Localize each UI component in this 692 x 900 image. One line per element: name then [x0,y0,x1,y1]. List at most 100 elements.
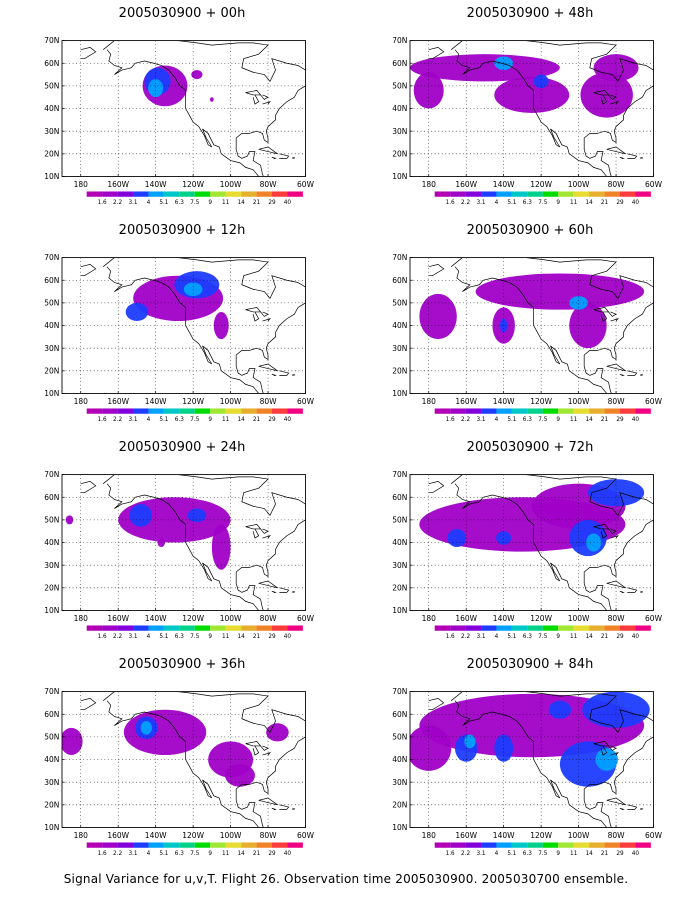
colorbar-swatch [542,191,559,197]
colorbar: 1.6 2.2 3.1 4 5.1 6.3 7.5 9 11 14 21 29 40 [434,625,651,640]
colorbar-swatch [117,191,134,197]
colorbar-swatch [635,625,651,631]
lat-tick-label: 40N [44,755,59,764]
colorbar-swatch [450,408,466,414]
colorbar-label: 5.1 [159,417,168,423]
variance-contour [191,70,203,80]
map-frame [409,40,654,177]
colorbar-swatch [133,842,149,848]
variance-contour [410,725,452,771]
colorbar-swatch [496,408,512,414]
colorbar-swatch [272,842,288,848]
coastline [80,40,306,177]
colorbar-swatch [102,625,118,631]
map-figure: 70N 60N 50N 40N 30N 20N 10N 180 160W 140W 120W 100W… [44,253,314,423]
colorbar-label: 6.3 [175,851,184,857]
colorbar-label: 7.5 [190,417,199,423]
variance-field [419,479,645,557]
lat-tick-label: 10N [392,172,407,181]
colorbar-label: 11 [222,851,230,857]
lon-tick-label: 100W [220,180,242,189]
colorbar-label: 2.2 [461,417,470,423]
variance-contour [224,764,255,787]
colorbar-swatch [194,191,211,197]
lon-tick-label: 100W [220,614,242,623]
lat-tick-label: 20N [392,800,407,809]
colorbar-swatch [604,625,620,631]
colorbar-swatch [225,191,242,197]
colorbar-swatch [225,842,242,848]
colorbar-label: 14 [585,417,593,423]
colorbar-label: 5.1 [507,851,516,857]
variance-contour [211,524,231,570]
colorbar-label: 6.3 [523,851,532,857]
panel-title: 2005030900 + 48h [466,6,594,21]
colorbar-swatch [620,191,636,197]
colorbar-swatch [542,842,559,848]
colorbar-label: 29 [268,851,276,857]
colorbar-label: 29 [268,417,276,423]
colorbar-swatch [496,842,512,848]
lat-tick-label: 10N [392,389,407,398]
variance-contour [496,531,512,545]
colorbar-label: 5.1 [507,417,516,423]
map-frame [61,691,306,828]
colorbar-swatch [527,625,543,631]
colorbar-swatch [148,191,164,197]
lat-tick-label: 30N [392,778,407,787]
colorbar-swatch [241,842,257,848]
map-panel-84h: 2005030900 + 84h 70N 60N 50N 40N 30N 20N 10N 18… [380,657,680,869]
colorbar-label: 1.6 [446,851,455,857]
lat-tick-label: 10N [392,823,407,832]
colorbar-label: 6.3 [523,417,532,423]
map-figure: 70N 60N 50N 40N 30N 20N 10N 180 160W 140W 120W 100W… [392,36,662,206]
colorbar-label: 4 [495,634,499,640]
colorbar-label: 40 [632,417,640,423]
colorbar-swatch [102,191,118,197]
colorbar-swatch [163,408,180,414]
map-figure: 70N 60N 50N 40N 30N 20N 10N 180 160W 140W 120W 100W… [392,470,663,640]
lon-tick-label: 80W [608,831,626,840]
colorbar-label: 3.1 [128,851,137,857]
lon-tick-label: 60W [297,180,315,189]
lat-tick-label: 20N [44,800,59,809]
colorbar-label: 2.2 [461,200,470,206]
lon-tick-label: 180 [422,614,437,623]
lon-tick-label: 180 [422,397,437,406]
lon-tick-label: 100W [568,397,590,406]
colorbar-swatch [256,191,272,197]
lat-tick-label: 30N [44,127,59,136]
colorbar-label: 29 [616,634,624,640]
lon-tick-label: 140W [493,397,515,406]
colorbar-label: 40 [284,417,292,423]
lat-tick-label: 30N [392,344,407,353]
map-figure: 70N 60N 50N 40N 30N 20N 10N 180 160W 140W 120W 100W… [44,470,314,640]
map-frame [61,474,306,611]
lon-tick-label: 100W [568,831,590,840]
colorbar-label: 14 [585,634,593,640]
colorbar-swatch [573,625,590,631]
lon-tick-label: 60W [645,614,663,623]
lon-tick-label: 80W [608,397,626,406]
colorbar-label: 5.1 [159,634,168,640]
colorbar-label: 29 [268,634,276,640]
lat-tick-label: 70N [44,253,59,262]
colorbar-label: 6.3 [523,200,532,206]
colorbar-swatch [450,625,466,631]
colorbar-swatch [620,625,636,631]
lat-tick-label: 10N [44,389,59,398]
colorbar-label: 3.1 [476,634,485,640]
lon-tick-label: 160W [107,180,129,189]
lat-tick-label: 50N [44,299,59,308]
map-panel-12h: 2005030900 + 12h 70N 60N 50N 40N 30N 20N 10N 18… [32,223,332,435]
colorbar-label: 9 [208,634,212,640]
variance-field [410,691,650,787]
colorbar-swatch [210,842,226,848]
colorbar-label: 1.6 [446,634,455,640]
colorbar-swatch [558,842,574,848]
colorbar-swatch [573,842,590,848]
colorbar-label: 21 [253,200,261,206]
colorbar-swatch [241,408,257,414]
colorbar-label: 2.2 [461,634,470,640]
colorbar-label: 21 [253,417,261,423]
